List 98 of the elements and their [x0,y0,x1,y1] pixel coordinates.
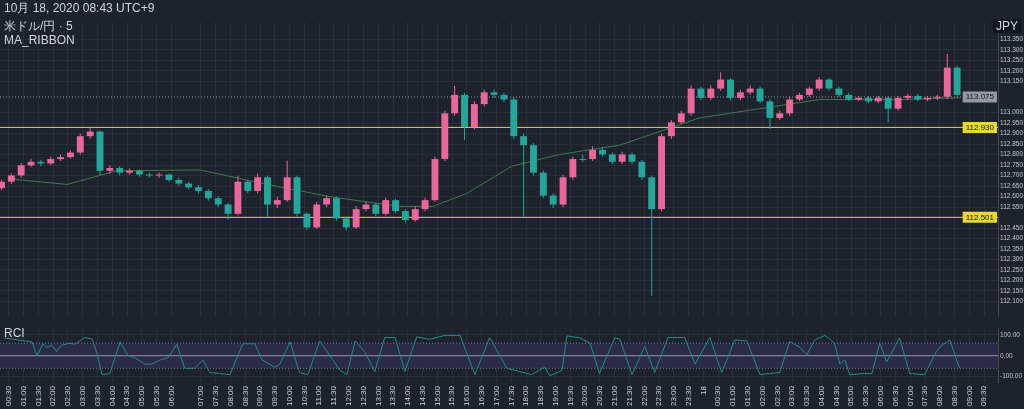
candlestick [539,169,547,199]
x-tick-label: 23:30 [683,385,693,407]
x-tick-label: 19:00 [550,385,560,407]
x-tick-label: 16:00 [462,385,472,407]
x-tick-label: 01:30 [742,385,752,407]
x-tick-label: 03:30 [802,385,812,407]
x-tick-label: 05:30 [151,385,161,407]
x-tick-label: 01:00 [18,385,28,407]
x-tick-label: 07:30 [210,385,220,407]
text: MA_RIBBON [4,33,75,47]
x-tick-label: 04:00 [816,385,826,407]
x-tick-label: 05:00 [846,385,856,407]
x-tick-label: 06:00 [166,385,176,407]
candlestick [638,159,646,181]
chart-title: RCI [4,326,25,340]
candlestick [766,98,774,130]
x-tick-label: 10:00 [284,385,294,407]
candlestick [352,205,360,230]
x-tick-label: 09:00 [255,385,265,407]
x-tick-label: 17:00 [491,385,501,407]
x-tick-label: 03:30 [92,385,102,407]
x-tick-label: 06:30 [890,385,900,407]
x-tick-label: 10:30 [299,385,309,407]
candlestick [490,89,498,99]
x-tick-label: 14:30 [417,385,427,407]
x-tick-label: 15:30 [447,385,457,407]
candlestick [451,85,459,117]
x-tick-label: 00:30 [713,385,723,407]
x-tick-label: 08:00 [225,385,235,407]
x-tick-label: 21:30 [624,385,634,407]
x-tick-label: 02:30 [63,385,73,407]
x-tick-label: 11:30 [329,385,339,406]
x-tick-label: 00:30 [4,385,14,407]
candlestick [470,100,478,130]
candlestick [520,133,528,217]
x-tick-label: 23:00 [669,385,679,407]
x-tick-label: 22:30 [654,385,664,407]
candlestick [727,77,734,101]
x-tick-label: 18:30 [536,385,546,407]
x-tick-label: 02:00 [48,385,58,407]
ref-line-label: 113.075 [965,92,995,102]
candlestick [786,96,794,117]
x-tick-label: 20:30 [595,385,605,407]
candlestick [835,85,843,98]
x-tick-label: 03:00 [787,385,797,407]
candlestick [224,202,232,221]
candlestick [155,171,163,179]
x-tick-label: 02:00 [757,385,767,407]
x-tick-label: 07:30 [920,385,930,407]
candlestick [333,196,340,222]
x-tick-label: 04:30 [831,385,841,407]
x-tick-label: 08:30 [949,385,959,407]
candlestick [76,133,84,156]
x-tick-label: 14:00 [403,385,413,407]
x-tick-label: 02:30 [772,385,782,407]
candlestick [717,71,725,92]
candlestick [145,171,153,179]
x-tick-label: 01:00 [728,385,738,407]
candlestick [884,95,892,123]
x-tick-label: 13:30 [388,385,398,407]
x-tick-label: 04:30 [122,385,132,407]
x-tick-label: 08:30 [240,385,250,407]
x-tick-label: 09:30 [270,385,280,407]
candlestick [283,160,291,203]
x-tick-label: 09:30 [979,385,989,407]
candlestick [667,119,675,140]
x-tick-label: 19:30 [565,385,575,407]
x-tick-label: 16:30 [476,385,486,407]
x-tick-label: 18 [698,385,708,395]
x-tick-label: 17:30 [506,385,516,407]
x-tick-label: 15:00 [432,385,442,407]
x-tick-label: 08:00 [935,385,945,407]
x-tick-label: 07:00 [905,385,915,407]
x-tick-label: 20:00 [580,385,590,407]
text: 10月 18, 2020 08:43 UTC+9 [4,1,155,15]
x-tick-label: 22:00 [639,385,649,407]
x-tick-label: 21:00 [609,385,619,407]
candlestick [569,156,577,181]
candlestick [904,93,912,101]
x-tick-label: 06:00 [875,385,885,407]
chart-title: 米ドル/円 · 5 [4,19,74,33]
ref-line-label: 112.930 [965,122,995,132]
x-tick-label: 07:00 [196,385,206,407]
x-tick-label: 05:30 [861,385,871,407]
x-tick-label: 18:00 [521,385,531,407]
candlestick [313,201,321,230]
x-tick-label: 13:00 [373,385,383,407]
x-tick-label: 05:00 [137,385,147,407]
x-tick-label: 11:00 [314,385,324,406]
x-tick-label: 12:30 [358,385,368,407]
y-axis-title: JPY [992,19,1021,33]
candlestick [254,173,262,194]
x-tick-label: 12:00 [343,385,353,407]
x-tick-label: 03:00 [77,385,87,407]
x-tick-label: 04:00 [107,385,117,407]
x-tick-label: 09:00 [964,385,974,407]
ref-line-label: 112.501 [965,212,995,222]
x-tick-label: 01:30 [33,385,43,407]
